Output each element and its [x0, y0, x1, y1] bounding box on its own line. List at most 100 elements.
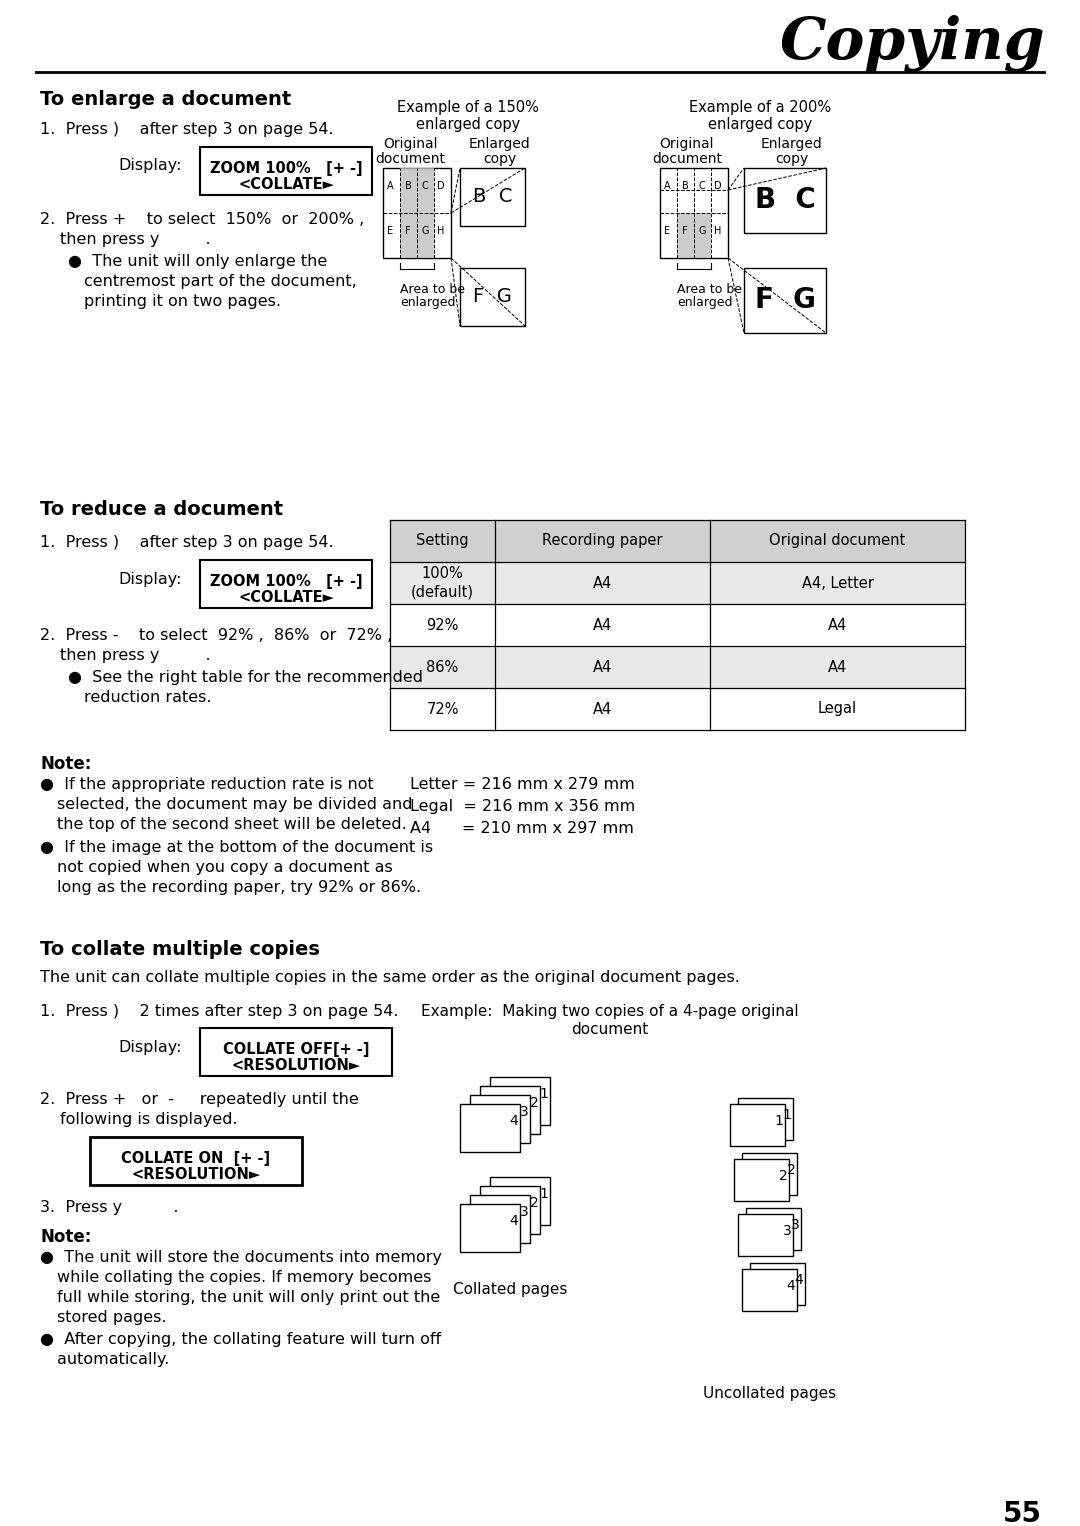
Text: 2: 2: [786, 1163, 795, 1177]
Bar: [495, 562, 710, 604]
Text: 2: 2: [529, 1096, 538, 1109]
Text: Enlarged: Enlarged: [761, 137, 823, 151]
Text: 3: 3: [791, 1218, 799, 1231]
Text: Example of a 150%: Example of a 150%: [397, 101, 539, 114]
Bar: [495, 520, 710, 562]
Text: following is displayed.: following is displayed.: [60, 1112, 238, 1128]
Text: A: A: [664, 182, 671, 191]
Text: automatically.: automatically.: [57, 1352, 170, 1367]
Text: 92%: 92%: [427, 618, 459, 632]
Bar: [660, 168, 728, 258]
Text: 2: 2: [779, 1169, 787, 1183]
Text: printing it on two pages.: printing it on two pages.: [84, 295, 281, 308]
Text: D: D: [437, 182, 445, 191]
Text: ZOOM 100%   [+ -]: ZOOM 100% [+ -]: [210, 162, 362, 175]
Text: A4      = 210 mm x 297 mm: A4 = 210 mm x 297 mm: [410, 821, 634, 836]
Text: Legal  = 216 mm x 356 mm: Legal = 216 mm x 356 mm: [410, 800, 635, 813]
Bar: [390, 520, 495, 562]
Text: 1: 1: [540, 1087, 549, 1100]
Bar: [200, 146, 372, 195]
Text: ●  If the image at the bottom of the document is: ● If the image at the bottom of the docu…: [40, 839, 433, 855]
Text: Copying: Copying: [780, 15, 1045, 72]
Text: A4: A4: [593, 659, 612, 674]
Text: F: F: [405, 226, 410, 237]
Text: 1.  Press )    after step 3 on page 54.: 1. Press ) after step 3 on page 54.: [40, 536, 334, 549]
Bar: [750, 1264, 805, 1305]
Text: A4: A4: [828, 618, 847, 632]
Text: then press y         .: then press y .: [60, 649, 211, 662]
Bar: [390, 604, 495, 645]
Text: B  C: B C: [755, 186, 815, 215]
Bar: [390, 645, 495, 688]
Text: To enlarge a document: To enlarge a document: [40, 90, 292, 108]
Text: F  G: F G: [755, 287, 815, 314]
Bar: [710, 688, 966, 729]
Text: then press y         .: then press y .: [60, 232, 211, 247]
Bar: [200, 560, 372, 607]
Text: <COLLATE►: <COLLATE►: [238, 591, 334, 604]
Bar: [490, 1177, 550, 1225]
Text: document: document: [652, 153, 723, 166]
Text: A4: A4: [828, 659, 847, 674]
Text: <COLLATE►: <COLLATE►: [238, 177, 334, 192]
Text: Collated pages: Collated pages: [453, 1282, 567, 1297]
Text: centremost part of the document,: centremost part of the document,: [84, 275, 356, 288]
Bar: [738, 1215, 793, 1256]
Text: enlarged: enlarged: [677, 296, 732, 308]
Text: Area to be: Area to be: [677, 282, 742, 296]
Bar: [480, 1186, 540, 1235]
Text: 2: 2: [529, 1196, 538, 1210]
Bar: [744, 168, 826, 233]
Bar: [710, 562, 966, 604]
Bar: [738, 1099, 793, 1140]
Text: 1: 1: [540, 1187, 549, 1201]
Bar: [490, 1077, 550, 1125]
Text: 86%: 86%: [427, 659, 459, 674]
Text: selected, the document may be divided and: selected, the document may be divided an…: [57, 797, 413, 812]
Text: COLLATE ON  [+ -]: COLLATE ON [+ -]: [121, 1151, 271, 1166]
Text: long as the recording paper, try 92% or 86%.: long as the recording paper, try 92% or …: [57, 881, 421, 896]
Text: H: H: [437, 226, 445, 237]
Text: ●  See the right table for the recommended: ● See the right table for the recommende…: [68, 670, 423, 685]
Bar: [470, 1096, 530, 1143]
Bar: [742, 1154, 797, 1195]
Text: A4: A4: [593, 575, 612, 591]
Text: Display:: Display:: [118, 572, 181, 588]
Text: Setting: Setting: [416, 534, 469, 548]
Text: C: C: [421, 182, 429, 191]
Text: document: document: [571, 1022, 649, 1038]
Bar: [390, 688, 495, 729]
Text: enlarged copy: enlarged copy: [707, 118, 812, 133]
Text: Enlarged: Enlarged: [469, 137, 531, 151]
Text: Example of a 200%: Example of a 200%: [689, 101, 832, 114]
Text: while collating the copies. If memory becomes: while collating the copies. If memory be…: [57, 1270, 431, 1285]
Text: Uncollated pages: Uncollated pages: [703, 1386, 837, 1401]
Text: ●  After copying, the collating feature will turn off: ● After copying, the collating feature w…: [40, 1332, 441, 1347]
Bar: [495, 645, 710, 688]
Text: stored pages.: stored pages.: [57, 1309, 166, 1325]
Text: enlarged: enlarged: [400, 296, 456, 308]
Text: F: F: [683, 226, 688, 237]
Bar: [400, 168, 434, 258]
Text: 3.  Press y          .: 3. Press y .: [40, 1199, 178, 1215]
Text: 1: 1: [774, 1114, 783, 1128]
Text: Original document: Original document: [769, 534, 906, 548]
Text: 1.  Press )    2 times after step 3 on page 54.: 1. Press ) 2 times after step 3 on page …: [40, 1004, 399, 1019]
Text: enlarged copy: enlarged copy: [416, 118, 521, 133]
Text: 100%
(default): 100% (default): [411, 566, 474, 600]
Text: A: A: [387, 182, 393, 191]
Text: G: G: [421, 226, 429, 237]
Text: ●  The unit will only enlarge the: ● The unit will only enlarge the: [68, 253, 327, 269]
Bar: [710, 645, 966, 688]
Text: Display:: Display:: [118, 159, 181, 172]
Text: D: D: [714, 182, 721, 191]
Text: A4, Letter: A4, Letter: [801, 575, 874, 591]
Bar: [390, 562, 495, 604]
Text: 4: 4: [510, 1215, 518, 1228]
Bar: [90, 1137, 302, 1186]
Text: copy: copy: [775, 153, 809, 166]
Text: Original: Original: [382, 137, 437, 151]
Text: Legal: Legal: [818, 702, 858, 717]
Bar: [744, 269, 826, 333]
Text: E: E: [664, 226, 670, 237]
